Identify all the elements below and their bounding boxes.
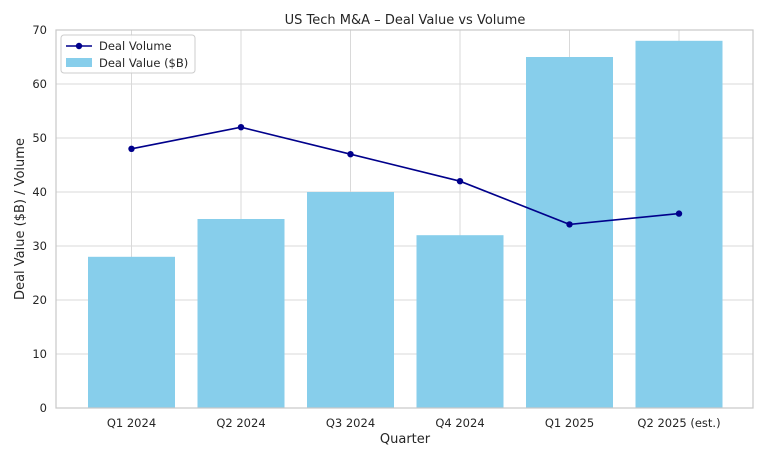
line-series (128, 124, 683, 228)
volume-point (347, 151, 354, 158)
y-tick-label: 20 (32, 293, 47, 307)
legend-line-marker (75, 42, 83, 50)
y-tick-label: 0 (40, 401, 47, 415)
bar (635, 40, 723, 409)
x-tick-label: Q4 2024 (435, 416, 484, 430)
chart-title: US Tech M&A – Deal Value vs Volume (285, 13, 526, 28)
volume-point (456, 178, 464, 185)
y-tick-label: 70 (32, 23, 47, 37)
x-axis-label: Quarter (380, 432, 431, 447)
x-tick-label: Q1 2025 (545, 416, 594, 430)
legend-box (60, 34, 196, 74)
x-tick-label: Q3 2024 (326, 416, 375, 430)
y-tick-label: 50 (32, 131, 47, 145)
y-tick-label: 60 (32, 77, 47, 91)
y-tick-label: 10 (32, 347, 47, 361)
y-axis-label: Deal Value ($B) / Volume (13, 138, 28, 300)
plot-frame (55, 29, 754, 409)
volume-point (128, 145, 135, 152)
bar (307, 192, 394, 408)
legend-label-volume: Deal Volume (99, 39, 172, 53)
y-tick-label: 30 (32, 239, 47, 253)
x-tick-label: Q1 2024 (107, 416, 156, 430)
volume-point (237, 124, 245, 131)
x-axis-ticks: Q1 2024 Q2 2024 Q3 2024 Q4 2024 Q1 2025 Q2 20… (107, 416, 721, 430)
bar (526, 57, 613, 408)
bar (197, 219, 285, 408)
y-axis-ticks: 0 10 20 30 40 50 60 70 (32, 23, 47, 415)
bar-series (88, 40, 723, 409)
volume-line (131, 126, 680, 226)
x-tick-label: Q2 2025 (est.) (637, 416, 720, 430)
y-tick-label: 40 (32, 185, 47, 199)
bar (416, 235, 504, 408)
legend-label-value: Deal Value ($B) (99, 56, 188, 70)
legend-bar-swatch (66, 58, 92, 67)
volume-point (675, 210, 683, 217)
legend: Deal Volume Deal Value ($B) (60, 34, 196, 74)
x-tick-label: Q2 2024 (216, 416, 265, 430)
volume-point (566, 221, 573, 228)
bar (88, 256, 175, 408)
